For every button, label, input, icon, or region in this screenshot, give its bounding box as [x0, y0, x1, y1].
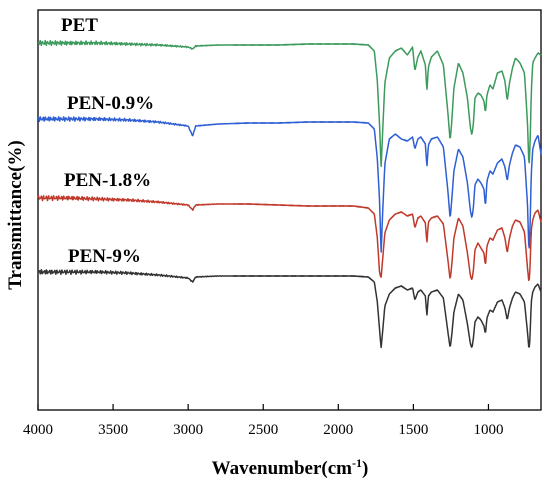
- x-axis-title-superscript: -1: [352, 456, 362, 470]
- series-line-pen-1.8-: [37, 195, 542, 282]
- series-label-pen-1.8: PEN-1.8%: [64, 170, 151, 191]
- series-label-pen-9: PEN-9%: [68, 246, 141, 267]
- x-tick-label-3000: 3000: [173, 422, 203, 438]
- series-line-pet: [37, 39, 542, 168]
- x-tick-label-4000: 4000: [23, 422, 53, 438]
- x-tick-label-1500: 1500: [398, 422, 428, 438]
- series-label-pen-0.9: PEN-0.9%: [67, 93, 154, 114]
- x-axis-title: Wavenumber(cm-1): [212, 456, 369, 479]
- x-tick-label-2500: 2500: [248, 422, 278, 438]
- x-tick-label-2000: 2000: [323, 422, 353, 438]
- series-label-pet: PET: [61, 15, 98, 36]
- series-line-pen-9-: [37, 268, 542, 349]
- x-axis-title-close: ): [362, 458, 368, 479]
- x-tick-label-3500: 3500: [98, 422, 128, 438]
- plot-frame: [37, 9, 542, 411]
- x-axis-title-main: Wavenumber(cm: [212, 458, 353, 479]
- x-axis-ticks: 4000 3500 3000 2500 2000 1500 1000: [23, 404, 503, 438]
- spectra-group: [37, 39, 542, 349]
- x-tick-label-1000: 1000: [473, 422, 503, 438]
- y-axis-title: Transmittance(%): [5, 140, 26, 290]
- series-line-pen-0.9-: [37, 116, 542, 253]
